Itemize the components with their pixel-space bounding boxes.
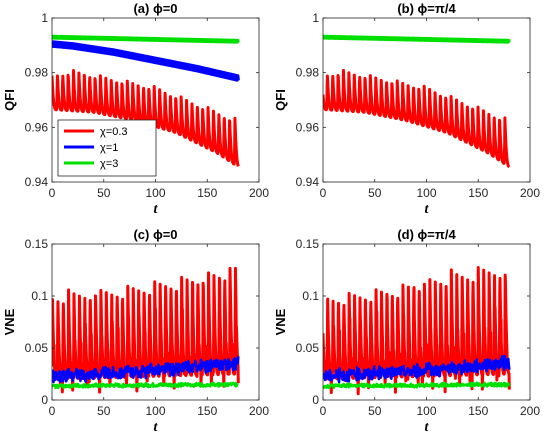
series-line-3: [323, 381, 511, 390]
x-axis-label: t: [154, 420, 159, 435]
series-line-2: [52, 356, 240, 384]
y-axis-label: VNE: [273, 308, 288, 335]
plot-area: [323, 34, 511, 169]
series-line-2: [323, 354, 511, 384]
x-tick-label: 200: [249, 186, 269, 200]
y-tick-label: 0.98: [25, 66, 49, 80]
panel-title: (a) ϕ=0: [133, 1, 177, 16]
panel-title: (c) ϕ=0: [133, 227, 177, 242]
x-tick-label: 200: [520, 404, 540, 418]
x-tick-label: 150: [468, 186, 488, 200]
x-tick-label: 200: [520, 186, 540, 200]
x-tick-label: 100: [145, 404, 165, 418]
legend-entry-1: χ=0.3: [100, 126, 128, 138]
plot-area: [323, 265, 511, 396]
legend-entry-3: χ=3: [100, 158, 118, 170]
x-tick-label: 150: [197, 404, 217, 418]
plot-area: [52, 266, 240, 394]
legend-entry-2: χ=1: [100, 142, 118, 154]
series-line-2: [323, 34, 511, 44]
series-line-1: [323, 265, 511, 396]
series-line-1: [52, 68, 240, 168]
y-tick-label: 0.94: [296, 175, 320, 189]
x-tick-label: 0: [49, 404, 56, 418]
x-tick-label: 100: [416, 404, 436, 418]
series-line-3: [52, 34, 240, 44]
chart-panel-4: 0 50 100 150 200 0 0.05 0.1 0.15 (d) ϕ=π/4 t VNE: [273, 227, 540, 435]
y-axis-label: QFI: [273, 89, 288, 111]
x-tick-label: 150: [468, 404, 488, 418]
x-axis-label: t: [154, 202, 159, 217]
x-tick-label: 100: [145, 186, 165, 200]
chart-panel-3: 0 50 100 150 200 0 0.05 0.1 0.15 (c) ϕ=0 t VNE: [2, 227, 269, 435]
x-tick-label: 50: [97, 186, 111, 200]
plot-area: [52, 34, 240, 168]
x-tick-label: 50: [368, 186, 382, 200]
x-tick-label: 50: [368, 404, 382, 418]
y-axis-label: VNE: [2, 308, 17, 335]
y-tick-label: 1: [41, 11, 48, 25]
y-tick-label: 0.96: [25, 120, 49, 134]
y-tick-label: 0.15: [296, 237, 320, 251]
y-tick-label: 0.98: [296, 66, 320, 80]
panel-title: (b) ϕ=π/4: [397, 1, 456, 16]
x-tick-label: 0: [320, 404, 327, 418]
y-tick-label: 0.94: [25, 175, 49, 189]
panel-title: (d) ϕ=π/4: [397, 227, 456, 242]
series-line-1: [323, 68, 511, 169]
series-line-2: [52, 40, 240, 82]
x-axis-label: t: [425, 420, 430, 435]
y-tick-label: 0.05: [25, 341, 49, 355]
legend: χ=0.3 χ=1 χ=3: [57, 119, 157, 177]
chart-panel-1: 0 50 100 150 200 0.94 0.96 0.98 1 (a) ϕ=0 t QFI χ=0.…: [2, 1, 269, 217]
y-tick-label: 0: [312, 393, 319, 407]
y-tick-label: 0.96: [296, 120, 320, 134]
series-line-3: [52, 381, 240, 390]
y-tick-label: 0.15: [25, 237, 49, 251]
y-tick-label: 0: [41, 393, 48, 407]
y-tick-label: 1: [312, 11, 319, 25]
y-tick-label: 0.1: [31, 289, 48, 303]
y-tick-label: 0.05: [296, 341, 320, 355]
y-axis-label: QFI: [2, 89, 17, 111]
x-tick-label: 0: [320, 186, 327, 200]
y-tick-label: 0.1: [302, 289, 319, 303]
x-tick-label: 0: [49, 186, 56, 200]
chart-panel-2: 0 50 100 150 200 0.94 0.96 0.98 1 (b) ϕ=π/4 t QFI: [273, 1, 540, 217]
x-tick-label: 100: [416, 186, 436, 200]
x-tick-label: 200: [249, 404, 269, 418]
x-tick-label: 50: [97, 404, 111, 418]
x-tick-label: 150: [197, 186, 217, 200]
x-axis-label: t: [425, 202, 430, 217]
